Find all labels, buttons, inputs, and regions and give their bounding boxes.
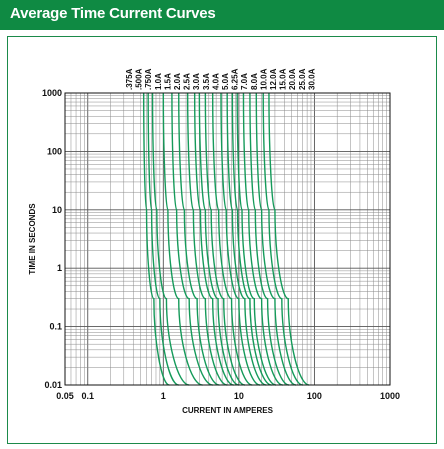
x-tick-label: 1 bbox=[161, 391, 166, 401]
y-tick-label: 1 bbox=[57, 263, 62, 273]
curve-250A bbox=[262, 92, 303, 386]
curve-500A bbox=[147, 92, 179, 386]
curve-750A bbox=[151, 92, 190, 386]
curve-label: 4.0A bbox=[211, 73, 220, 90]
x-tick-label: 0.1 bbox=[81, 391, 94, 401]
y-tick-label: 0.1 bbox=[49, 322, 62, 332]
curve-35A bbox=[198, 92, 240, 386]
chart-frame bbox=[7, 36, 437, 444]
y-tick-label: 10 bbox=[52, 205, 62, 215]
y-tick-label: 1000 bbox=[42, 88, 62, 98]
curve-200A bbox=[255, 92, 297, 386]
x-tick-label: 1000 bbox=[380, 391, 400, 401]
curve-25A bbox=[186, 92, 228, 386]
curve-30A bbox=[193, 92, 234, 386]
x-tick-label: 100 bbox=[307, 391, 322, 401]
x-tick-labels: 0.05 0.1 1 10 100 1000 bbox=[56, 391, 400, 401]
curve-label: 12.0A bbox=[269, 68, 278, 90]
curve-150A bbox=[249, 92, 290, 386]
curve-120A bbox=[242, 92, 283, 386]
curve-15A bbox=[171, 92, 213, 386]
curve-label: 1.5A bbox=[163, 73, 172, 90]
curve-label: 2.5A bbox=[183, 73, 192, 90]
curve-label: .750A bbox=[144, 68, 153, 90]
curve-labels: .375A .500A .750A 1.0A 1.5A 2.0A 2.5A 3.0A 3.5A 4… bbox=[125, 68, 316, 90]
curve-label: 5.0A bbox=[221, 73, 230, 90]
curve-100A bbox=[236, 92, 277, 386]
x-tick-label: 10 bbox=[234, 391, 244, 401]
curve-label: 6.25A bbox=[231, 68, 240, 90]
curve-label: 7.0A bbox=[240, 73, 249, 90]
curve-label: 20.0A bbox=[288, 68, 297, 90]
curve-70A bbox=[226, 92, 267, 386]
curves bbox=[142, 92, 310, 386]
y-tick-label: 100 bbox=[47, 146, 62, 156]
curve-label: 25.0A bbox=[298, 68, 307, 90]
curve-80A bbox=[231, 92, 272, 386]
curve-label: 2.0A bbox=[173, 73, 182, 90]
curve-label: 3.5A bbox=[202, 73, 211, 90]
x-tick-label: 0.05 bbox=[56, 391, 74, 401]
curve-50A bbox=[211, 92, 253, 386]
curve-300A bbox=[268, 92, 310, 386]
y-tick-labels: 0.01 0.1 1 10 100 1000 bbox=[42, 88, 62, 390]
curve-label: .500A bbox=[135, 68, 144, 90]
curve-label: 10.0A bbox=[259, 68, 268, 90]
plot-border bbox=[64, 92, 391, 386]
curve-625A bbox=[220, 92, 261, 386]
curve-40A bbox=[204, 92, 246, 386]
header-bar: Average Time Current Curves bbox=[0, 0, 444, 30]
curve-10A bbox=[162, 92, 203, 386]
y-tick-label: 0.01 bbox=[44, 380, 62, 390]
x-axis-title: CURRENT IN AMPERES bbox=[182, 406, 273, 415]
curve-label: .375A bbox=[125, 68, 134, 90]
curve-label: 30.0A bbox=[307, 68, 316, 90]
curve-label: 15.0A bbox=[279, 68, 288, 90]
y-axis-title: TIME IN SECONDS bbox=[28, 203, 37, 275]
curve-375A bbox=[142, 92, 170, 386]
page-title: Average Time Current Curves bbox=[10, 5, 216, 22]
curve-label: 1.0A bbox=[154, 73, 163, 90]
curve-20A bbox=[178, 92, 220, 386]
curve-label: 8.0A bbox=[250, 73, 259, 90]
curve-label: 3.0A bbox=[192, 73, 201, 90]
